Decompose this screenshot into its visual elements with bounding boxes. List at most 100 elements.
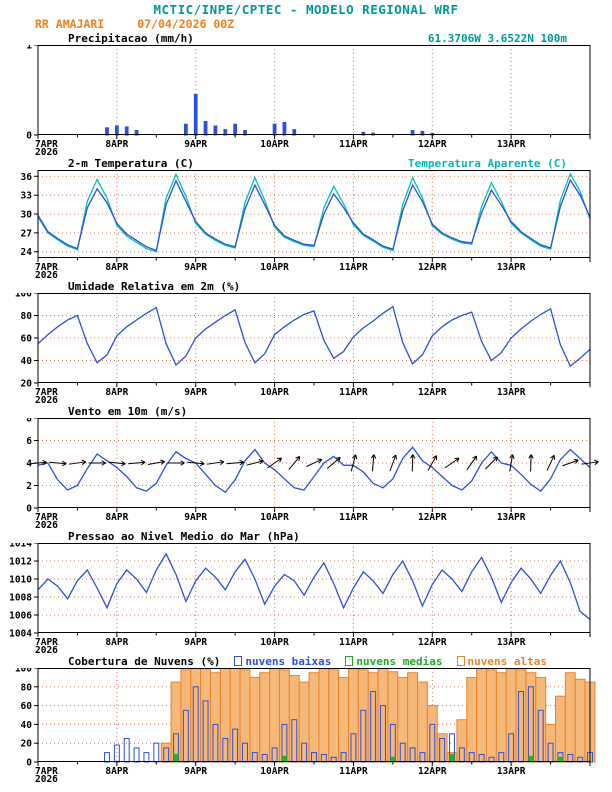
- rh2m-y-axis: 20 40 60 80 100: [15, 293, 38, 390]
- svg-text:2026: 2026: [35, 147, 58, 156]
- pressure-chart: 1004 1006 1008 1010 1012 1014 7APR 8APR 9APR 10AP…: [0, 543, 612, 654]
- temp2m-apparent-temperature: [37, 172, 591, 253]
- svg-text:20: 20: [21, 739, 33, 750]
- panel-humidity: Umidade Relativa em 2m (%) 20 40 60 80 100 7A…: [0, 279, 612, 404]
- svg-text:11APR: 11APR: [339, 637, 368, 648]
- clouds-title: Cobertura de Nuvens (%): [68, 654, 221, 668]
- nuvens-medias-swatch-icon: [345, 656, 354, 666]
- svg-text:80: 80: [21, 682, 33, 693]
- svg-text:10APR: 10APR: [260, 139, 289, 150]
- svg-text:1012: 1012: [9, 557, 32, 568]
- svg-text:9APR: 9APR: [184, 262, 207, 273]
- rh2m-gridlines: [38, 293, 590, 383]
- svg-text:11APR: 11APR: [339, 262, 368, 273]
- svg-text:10APR: 10APR: [260, 637, 289, 648]
- svg-text:27: 27: [21, 228, 32, 239]
- svg-text:1010: 1010: [9, 575, 32, 586]
- svg-text:0: 0: [26, 504, 32, 515]
- svg-text:100: 100: [15, 293, 32, 300]
- humidity-chart: 20 40 60 80 100 7APR 8APR 9APR 10APR 11APR 12APR 13…: [0, 293, 612, 404]
- svg-text:2026: 2026: [35, 270, 58, 279]
- svg-text:1: 1: [26, 45, 32, 52]
- svg-text:1006: 1006: [9, 611, 32, 622]
- clouds-svg: 0 20 40 60 80 100 7APR 8APR 9APR 10APR 11APR 12APR 1…: [15, 668, 596, 783]
- svg-text:100: 100: [15, 668, 32, 675]
- svg-text:9APR: 9APR: [184, 139, 207, 150]
- nuvens-medias-label: nuvens medias: [356, 654, 443, 668]
- nuvens-baixas-label: nuvens baixas: [245, 654, 332, 668]
- slp-x-axis: 7APR 8APR 9APR 10APR 11APR 12APR 13APR 2026: [35, 633, 591, 654]
- svg-text:2026: 2026: [35, 395, 58, 404]
- svg-text:12APR: 12APR: [418, 512, 447, 523]
- slp-sea-level-pressure: [37, 552, 591, 621]
- svg-text:9APR: 9APR: [184, 512, 207, 523]
- precip-y-axis: 01: [26, 45, 38, 142]
- svg-text:60: 60: [21, 334, 33, 345]
- svg-text:12APR: 12APR: [418, 766, 447, 777]
- clouds-y-axis: 0 20 40 60 80 100: [15, 668, 38, 769]
- precipitation-title: Precipitacao (mm/h): [68, 31, 194, 45]
- svg-text:7APR: 7APR: [35, 262, 58, 273]
- svg-text:12APR: 12APR: [418, 139, 447, 150]
- temp2m-x-axis: 7APR 8APR 9APR 10APR 11APR 12APR 13APR 2026: [35, 258, 591, 279]
- svg-text:8APR: 8APR: [105, 387, 128, 398]
- svg-text:10APR: 10APR: [260, 387, 289, 398]
- temperature-title: 2-m Temperatura (C): [68, 156, 194, 170]
- legend-nuvens-baixas: nuvens baixas: [234, 655, 331, 668]
- precip-precipitation: [105, 94, 435, 136]
- clouds-frame: [37, 668, 591, 762]
- rh2m-x-axis: 7APR 8APR 9APR 10APR 11APR 12APR 13APR 2026: [35, 383, 591, 404]
- panel-wind: Vento em 10m (m/s) 0 2 4 6 8 7APR 8APR 9APR 10AP…: [0, 404, 612, 529]
- svg-text:33: 33: [21, 191, 33, 202]
- svg-text:7APR: 7APR: [35, 387, 58, 398]
- svg-text:8APR: 8APR: [105, 139, 128, 150]
- svg-text:2026: 2026: [35, 774, 58, 783]
- svg-text:2026: 2026: [35, 645, 58, 654]
- panel-precipitation: Precipitacao (mm/h) 61.3706W 3.6522N 100…: [0, 31, 612, 156]
- slp-frame: [37, 543, 591, 633]
- svg-text:11APR: 11APR: [339, 139, 368, 150]
- rh2m-svg: 20 40 60 80 100 7APR 8APR 9APR 10APR 11APR 12APR 13…: [15, 293, 591, 404]
- svg-text:11APR: 11APR: [339, 512, 368, 523]
- slp-y-axis: 1004 1006 1008 1010 1012 1014: [9, 543, 38, 640]
- svg-text:13APR: 13APR: [497, 262, 526, 273]
- svg-text:13APR: 13APR: [497, 387, 526, 398]
- pressure-title: Pressao ao Nivel Medio do Mar (hPa): [68, 529, 300, 543]
- run-datetime: 07/04/2026 00Z: [137, 17, 235, 31]
- temperature-chart: 24 27 30 33 36 7APR 8APR 9APR 10APR 11APR 12APR 13A…: [0, 170, 612, 279]
- svg-text:7APR: 7APR: [35, 512, 58, 523]
- nuvens-altas-label: nuvens altas: [467, 654, 547, 668]
- svg-text:12APR: 12APR: [418, 262, 447, 273]
- clouds-chart: 0 20 40 60 80 100 7APR 8APR 9APR 10APR 11APR 12APR 1…: [0, 668, 612, 783]
- clouds-nuvens-altas: [160, 668, 596, 763]
- model-title: MCTIC/INPE/CPTEC - MODELO REGIONAL WRF: [153, 2, 459, 17]
- legend-nuvens-medias: nuvens medias: [345, 654, 443, 668]
- precipitation-title-row: Precipitacao (mm/h) 61.3706W 3.6522N 100…: [0, 31, 612, 45]
- panel-clouds: Cobertura de Nuvens (%) nuvens baixas nu…: [0, 654, 612, 783]
- svg-text:36: 36: [21, 172, 33, 183]
- svg-text:9APR: 9APR: [184, 387, 207, 398]
- svg-text:2: 2: [26, 481, 32, 492]
- temp2m-svg: 24 27 30 33 36 7APR 8APR 9APR 10APR 11APR 12APR 13A…: [21, 170, 591, 279]
- wind10m-y-axis: 0 2 4 6 8: [26, 418, 38, 515]
- clouds-x-axis: 7APR 8APR 9APR 10APR 11APR 12APR 13APR 2026: [35, 762, 591, 783]
- wind10m-x-axis: 7APR 8APR 9APR 10APR 11APR 12APR 13APR 2026: [35, 508, 591, 529]
- svg-text:4: 4: [26, 459, 32, 470]
- panel-pressure: Pressao ao Nivel Medio do Mar (hPa) 1004…: [0, 529, 612, 654]
- svg-text:10APR: 10APR: [260, 262, 289, 273]
- svg-text:13APR: 13APR: [497, 766, 526, 777]
- svg-text:8APR: 8APR: [105, 512, 128, 523]
- svg-text:6: 6: [26, 436, 32, 447]
- svg-text:30: 30: [21, 210, 33, 221]
- svg-text:12APR: 12APR: [418, 387, 447, 398]
- svg-text:1004: 1004: [9, 629, 32, 640]
- pressure-title-row: Pressao ao Nivel Medio do Mar (hPa): [0, 529, 612, 543]
- svg-text:2026: 2026: [35, 520, 58, 529]
- precip-gridlines: [116, 45, 512, 135]
- wind10m-wind-direction-barbs: [29, 454, 599, 472]
- location-coordinates: 61.3706W 3.6522N 100m: [427, 31, 567, 45]
- precip-frame: [37, 45, 591, 135]
- precipitation-chart: 0 1 7APR 8APR 9APR 10APR 11APR 12APR 13APR 2026: [0, 45, 612, 156]
- temp2m-temperature: [37, 178, 591, 252]
